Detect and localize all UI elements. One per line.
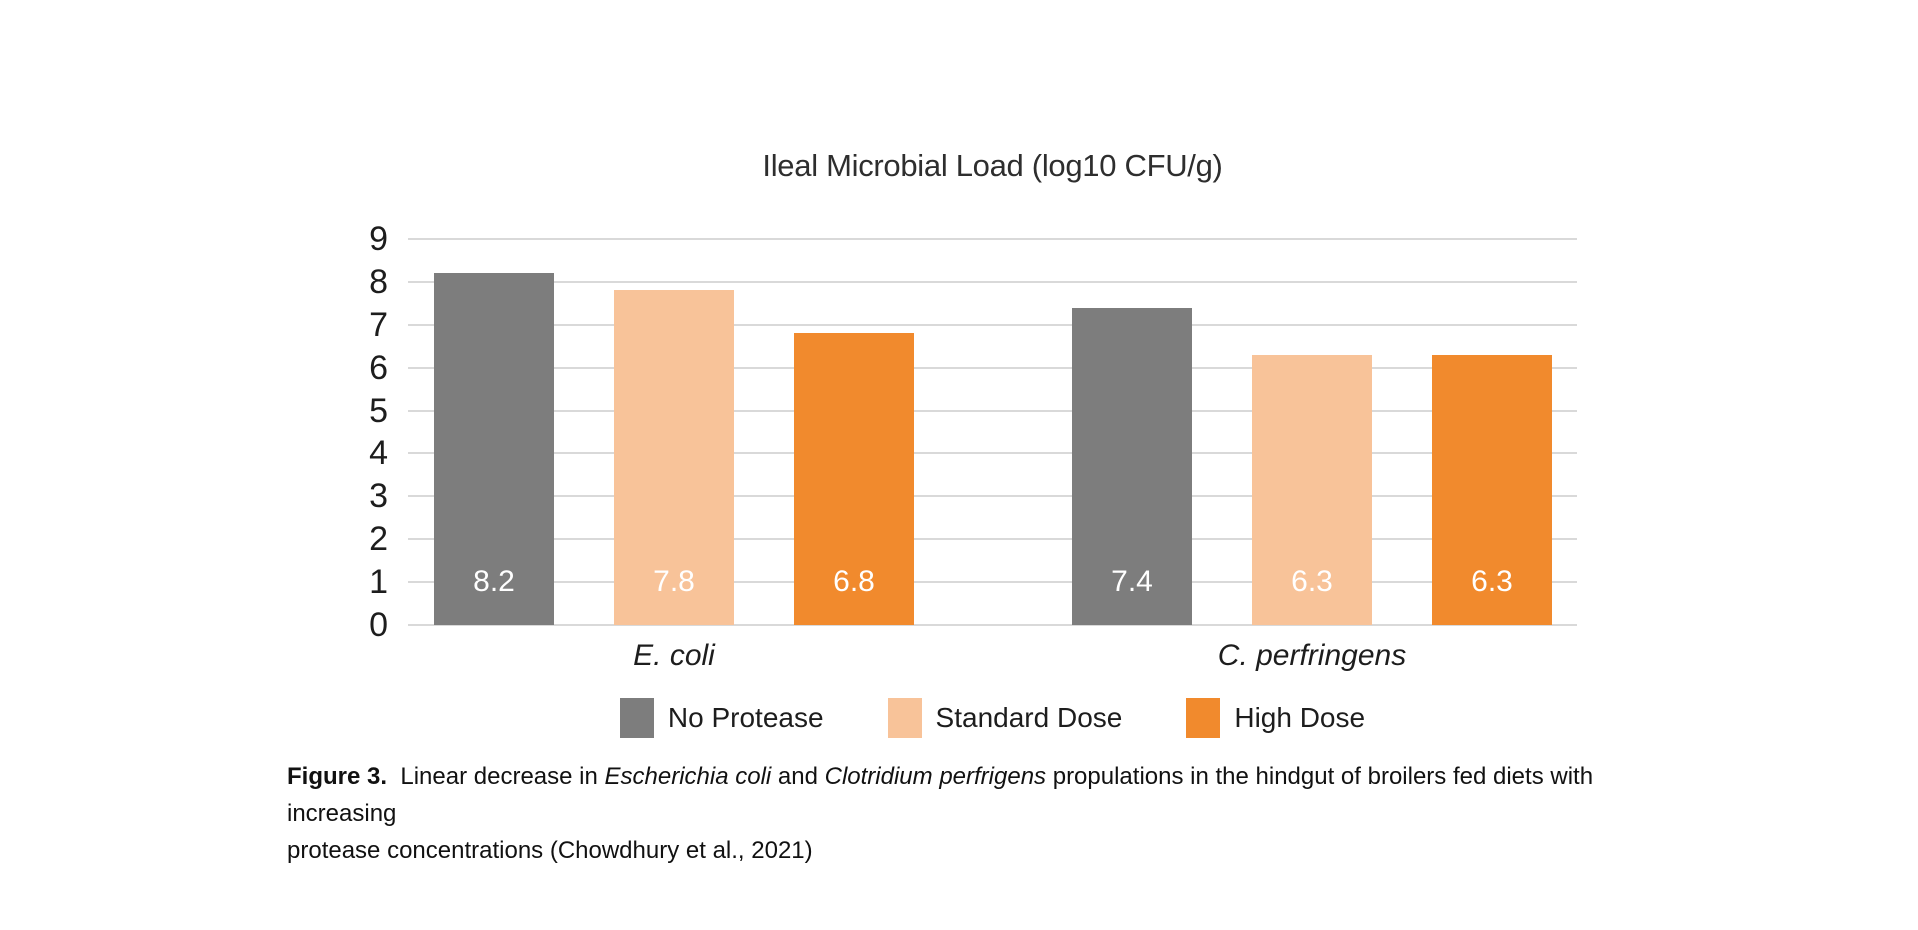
bar: 6.3: [1432, 354, 1552, 625]
caption-segment: Figure 3.: [287, 763, 388, 790]
bar-value-label: 8.2: [473, 565, 515, 598]
chart-title: Ileal Microbial Load (log10 CFU/g): [762, 148, 1223, 183]
figure-caption: Figure 3. Linear decrease in Escherichia…: [287, 758, 1657, 869]
y-axis-tick-label: 7: [369, 305, 388, 344]
y-axis-tick-label: 5: [369, 391, 388, 430]
caption-line-2: protease concentrations (Chowdhury et al…: [287, 837, 813, 864]
category-label: C. perfringens: [1217, 639, 1407, 672]
legend-item: No Protease: [619, 698, 824, 738]
bar: 7.8: [614, 290, 734, 625]
bar-value-label: 7.8: [653, 565, 695, 598]
gridline: [408, 409, 1577, 412]
chart-legend: No Protease Standard Dose High Dose: [408, 698, 1577, 738]
legend-label: High Dose: [1234, 702, 1366, 733]
y-axis-tick-label: 2: [369, 520, 388, 559]
y-axis-tick-label: 6: [369, 348, 388, 387]
y-axis-tick-label: 4: [369, 434, 388, 473]
category-label: E. coli: [633, 639, 715, 672]
y-axis-tick-label: 8: [369, 262, 388, 301]
caption-line-1: Figure 3. Linear decrease in Escherichia…: [287, 758, 1657, 832]
plot-area: 0 1 2 3 4 5 6 7 8 9 8.2 7.8 6.8 E. coli 7.4 6.3 6.3 C. pe…: [369, 220, 1577, 672]
gridline: [408, 581, 1577, 584]
caption-segment: Escherichia coli: [604, 763, 772, 790]
caption-segment: propulations in the hindgut of broilers …: [287, 763, 1600, 827]
legend-swatch: [1186, 698, 1221, 738]
bar-value-label: 6.3: [1291, 565, 1333, 598]
legend-item: Standard Dose: [887, 698, 1123, 738]
y-axis-tick-label: 0: [369, 606, 388, 644]
bar-value-label: 6.3: [1471, 565, 1513, 598]
gridline: [408, 366, 1577, 369]
gridline: [408, 538, 1577, 541]
legend-item: High Dose: [1186, 698, 1365, 738]
legend-swatch: [619, 698, 654, 738]
gridline: [408, 624, 1577, 626]
gridline: [408, 452, 1577, 455]
bar: 8.2: [434, 273, 554, 625]
gridline: [408, 238, 1577, 240]
y-axis-tick-label: 1: [369, 563, 388, 602]
bar: 7.4: [1072, 307, 1192, 625]
gridline: [408, 495, 1577, 498]
caption-segment: and: [771, 763, 825, 790]
gridline: [408, 280, 1577, 283]
bar-value-label: 7.4: [1111, 565, 1153, 598]
legend-label: Standard Dose: [935, 702, 1123, 733]
y-axis-tick-label: 9: [369, 220, 388, 258]
gridline: [408, 323, 1577, 326]
legend-label: No Protease: [667, 702, 824, 733]
legend-swatch: [887, 698, 922, 738]
bar: 6.8: [794, 333, 914, 625]
bar-value-label: 6.8: [833, 565, 875, 598]
caption-segment: Linear decrease in: [387, 763, 605, 790]
y-axis-tick-label: 3: [369, 477, 388, 516]
bar: 6.3: [1252, 354, 1372, 625]
caption-segment: Clotridium perfrigens: [824, 763, 1047, 790]
